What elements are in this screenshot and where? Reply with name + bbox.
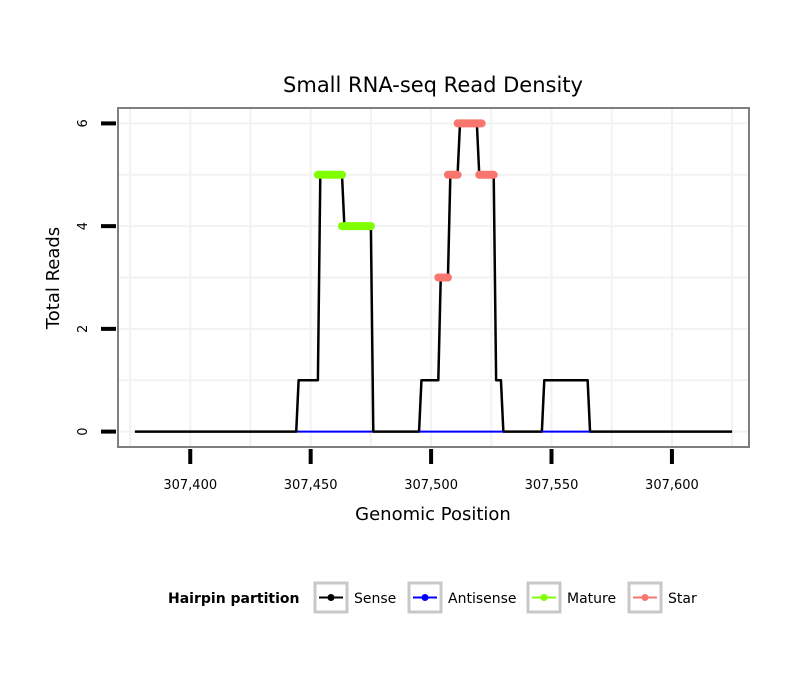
x-tick-label: 307,600 xyxy=(645,478,699,493)
panel-border xyxy=(117,107,750,448)
y-axis-title: Total Reads xyxy=(43,227,64,330)
legend-key-point xyxy=(540,594,548,601)
legend-key-point xyxy=(421,594,429,601)
legend-item-sense: Sense xyxy=(313,581,396,614)
legend: Hairpin partition Sense Antisense Mature Sta… xyxy=(168,581,697,614)
y-tick-label: 2 xyxy=(76,325,91,333)
legend-key-point xyxy=(641,594,649,601)
y-tick-label: 4 xyxy=(76,222,91,230)
legend-label: Star xyxy=(668,591,697,607)
chart-title: Small RNA-seq Read Density xyxy=(283,73,583,97)
x-tick-label: 307,550 xyxy=(525,478,579,493)
y-tick-label: 6 xyxy=(76,119,91,127)
legend-item-antisense: Antisense xyxy=(407,581,517,614)
legend-key-point xyxy=(327,594,335,601)
x-axis-title: Genomic Position xyxy=(355,504,511,525)
legend-label: Mature xyxy=(567,591,616,607)
y-tick-label: 0 xyxy=(76,427,91,435)
legend-label: Antisense xyxy=(448,591,517,607)
legend-title: Hairpin partition xyxy=(168,591,299,607)
x-tick-label: 307,500 xyxy=(404,478,458,493)
legend-label: Sense xyxy=(354,591,396,607)
x-tick-label: 307,400 xyxy=(163,478,217,493)
x-tick-label: 307,450 xyxy=(284,478,338,493)
legend-item-star: Star xyxy=(627,581,697,614)
legend-key-box xyxy=(526,581,562,614)
legend-item-mature: Mature xyxy=(526,581,616,614)
plot-panel xyxy=(117,107,750,448)
